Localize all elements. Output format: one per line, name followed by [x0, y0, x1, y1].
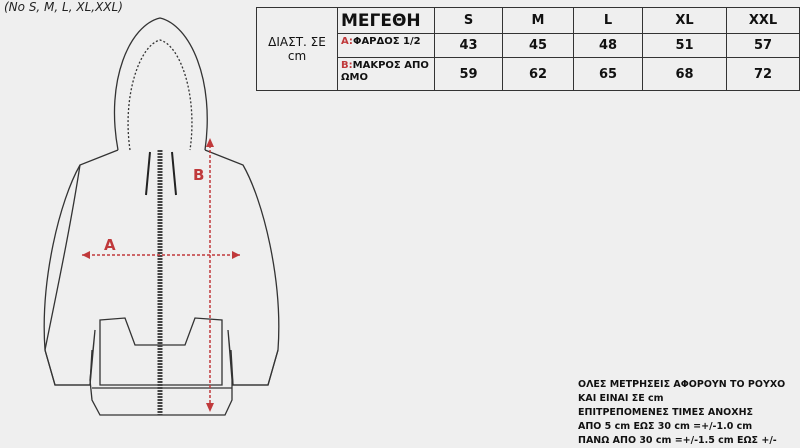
row-label: B:ΜΑΚΡΟΣ ΑΠΟ ΩΜΟ: [337, 57, 435, 91]
hood-inner: [127, 39, 193, 151]
size-table: ΔΙΑΣΤ. ΣΕ cm ΜΕΓΕΘΗ S M L XL XXL A:ΦΑΡΔΟ…: [256, 7, 800, 91]
note-line: ΑΠΟ 5 cm ΕΩΣ 30 cm =+/-1.0 cm: [578, 421, 753, 432]
table-header: ΜΕΓΕΘΗ: [337, 7, 435, 34]
cell: 57: [726, 33, 800, 58]
cell: 68: [642, 57, 727, 91]
cell: 48: [573, 33, 643, 58]
size-m: M: [502, 7, 574, 34]
size-xxl: XXL: [726, 7, 800, 34]
side-label: ΔΙΑΣΤ. ΣΕ cm: [256, 7, 338, 91]
tolerance-notes: ΟΛΕΣ ΜΕΤΡΗΣΕΙΣ ΑΦΟΡΟΥΝ ΤΟ ΡΟΥΧΟ ΚΑΙ ΕΙΝΑ…: [578, 378, 800, 448]
cell: 59: [434, 57, 503, 91]
cell: 62: [502, 57, 574, 91]
label-b: B: [193, 166, 204, 184]
table-row: A:ΦΑΡΔΟΣ 1/2 43 45 48 51 57: [257, 33, 800, 58]
left-cuff: [44, 349, 93, 386]
note-line: ΠΑΝΩ ΑΠΟ 30 cm =+/-1.5 cm ΕΩΣ +/- 2cm: [578, 435, 777, 446]
row-label: A:ΦΑΡΔΟΣ 1/2: [337, 33, 435, 58]
right-cuff: [230, 349, 279, 386]
note-line: ΚΑΙ ΕΙΝΑΙ ΣΕ cm: [578, 393, 664, 404]
hood-outline: [113, 17, 208, 151]
cell: 45: [502, 33, 574, 58]
sizes-note: (No S, M, L, XL,XXL): [4, 0, 123, 14]
cell: 65: [573, 57, 643, 91]
note-line: ΕΠΙΤΡΕΠΟΜΕΝΕΣ ΤΙΜΕΣ ΑΝΟΧΗΣ: [578, 407, 754, 418]
size-l: L: [573, 7, 643, 34]
cell: 51: [642, 33, 727, 58]
label-a: A: [104, 236, 116, 254]
left-sleeve: [44, 164, 81, 351]
size-xl: XL: [642, 7, 727, 34]
note-line: ΟΛΕΣ ΜΕΤΡΗΣΕΙΣ ΑΦΟΡΟΥΝ ΤΟ ΡΟΥΧΟ: [578, 379, 786, 390]
cell: 72: [726, 57, 800, 91]
size-s: S: [434, 7, 503, 34]
table-row: B:ΜΑΚΡΟΣ ΑΠΟ ΩΜΟ 59 62 65 68 72: [257, 57, 800, 91]
cell: 43: [434, 33, 503, 58]
pocket: [99, 317, 223, 386]
drawstrings: [145, 151, 177, 196]
